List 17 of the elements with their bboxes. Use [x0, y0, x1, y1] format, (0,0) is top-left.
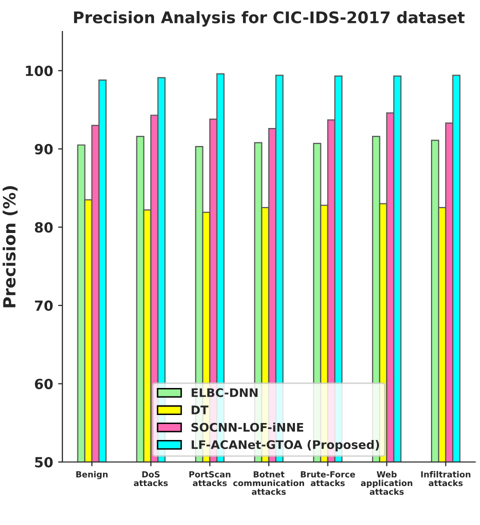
y-axis-title: Precision (%): [2, 186, 18, 308]
chart-title: Precision Analysis for CIC-IDS-2017 dataset: [74, 11, 465, 27]
y-tick-label: 50: [35, 456, 53, 468]
y-tick-label: 70: [34, 300, 53, 311]
x-tick-label: DoS attacks: [134, 471, 168, 486]
y-tick-label: 100: [26, 66, 53, 76]
x-tick-label: Infiltration attacks: [421, 471, 470, 486]
x-tick-label: Benign: [76, 471, 108, 480]
y-tick-label: 60: [34, 378, 53, 390]
legend-label: SOCNN-LOF-iNNE: [191, 422, 304, 432]
legend-label: LF-ACANet-GTOA (Proposed): [192, 440, 380, 452]
x-tick-label: PortScan attacks: [189, 471, 230, 486]
legend-label: DT: [192, 406, 208, 414]
y-tick-label: 90: [34, 144, 53, 154]
x-tick-label: Web application attacks: [360, 471, 412, 495]
y-tick-label: 80: [34, 222, 53, 233]
legend-label: ELBC-DNN: [192, 388, 258, 398]
